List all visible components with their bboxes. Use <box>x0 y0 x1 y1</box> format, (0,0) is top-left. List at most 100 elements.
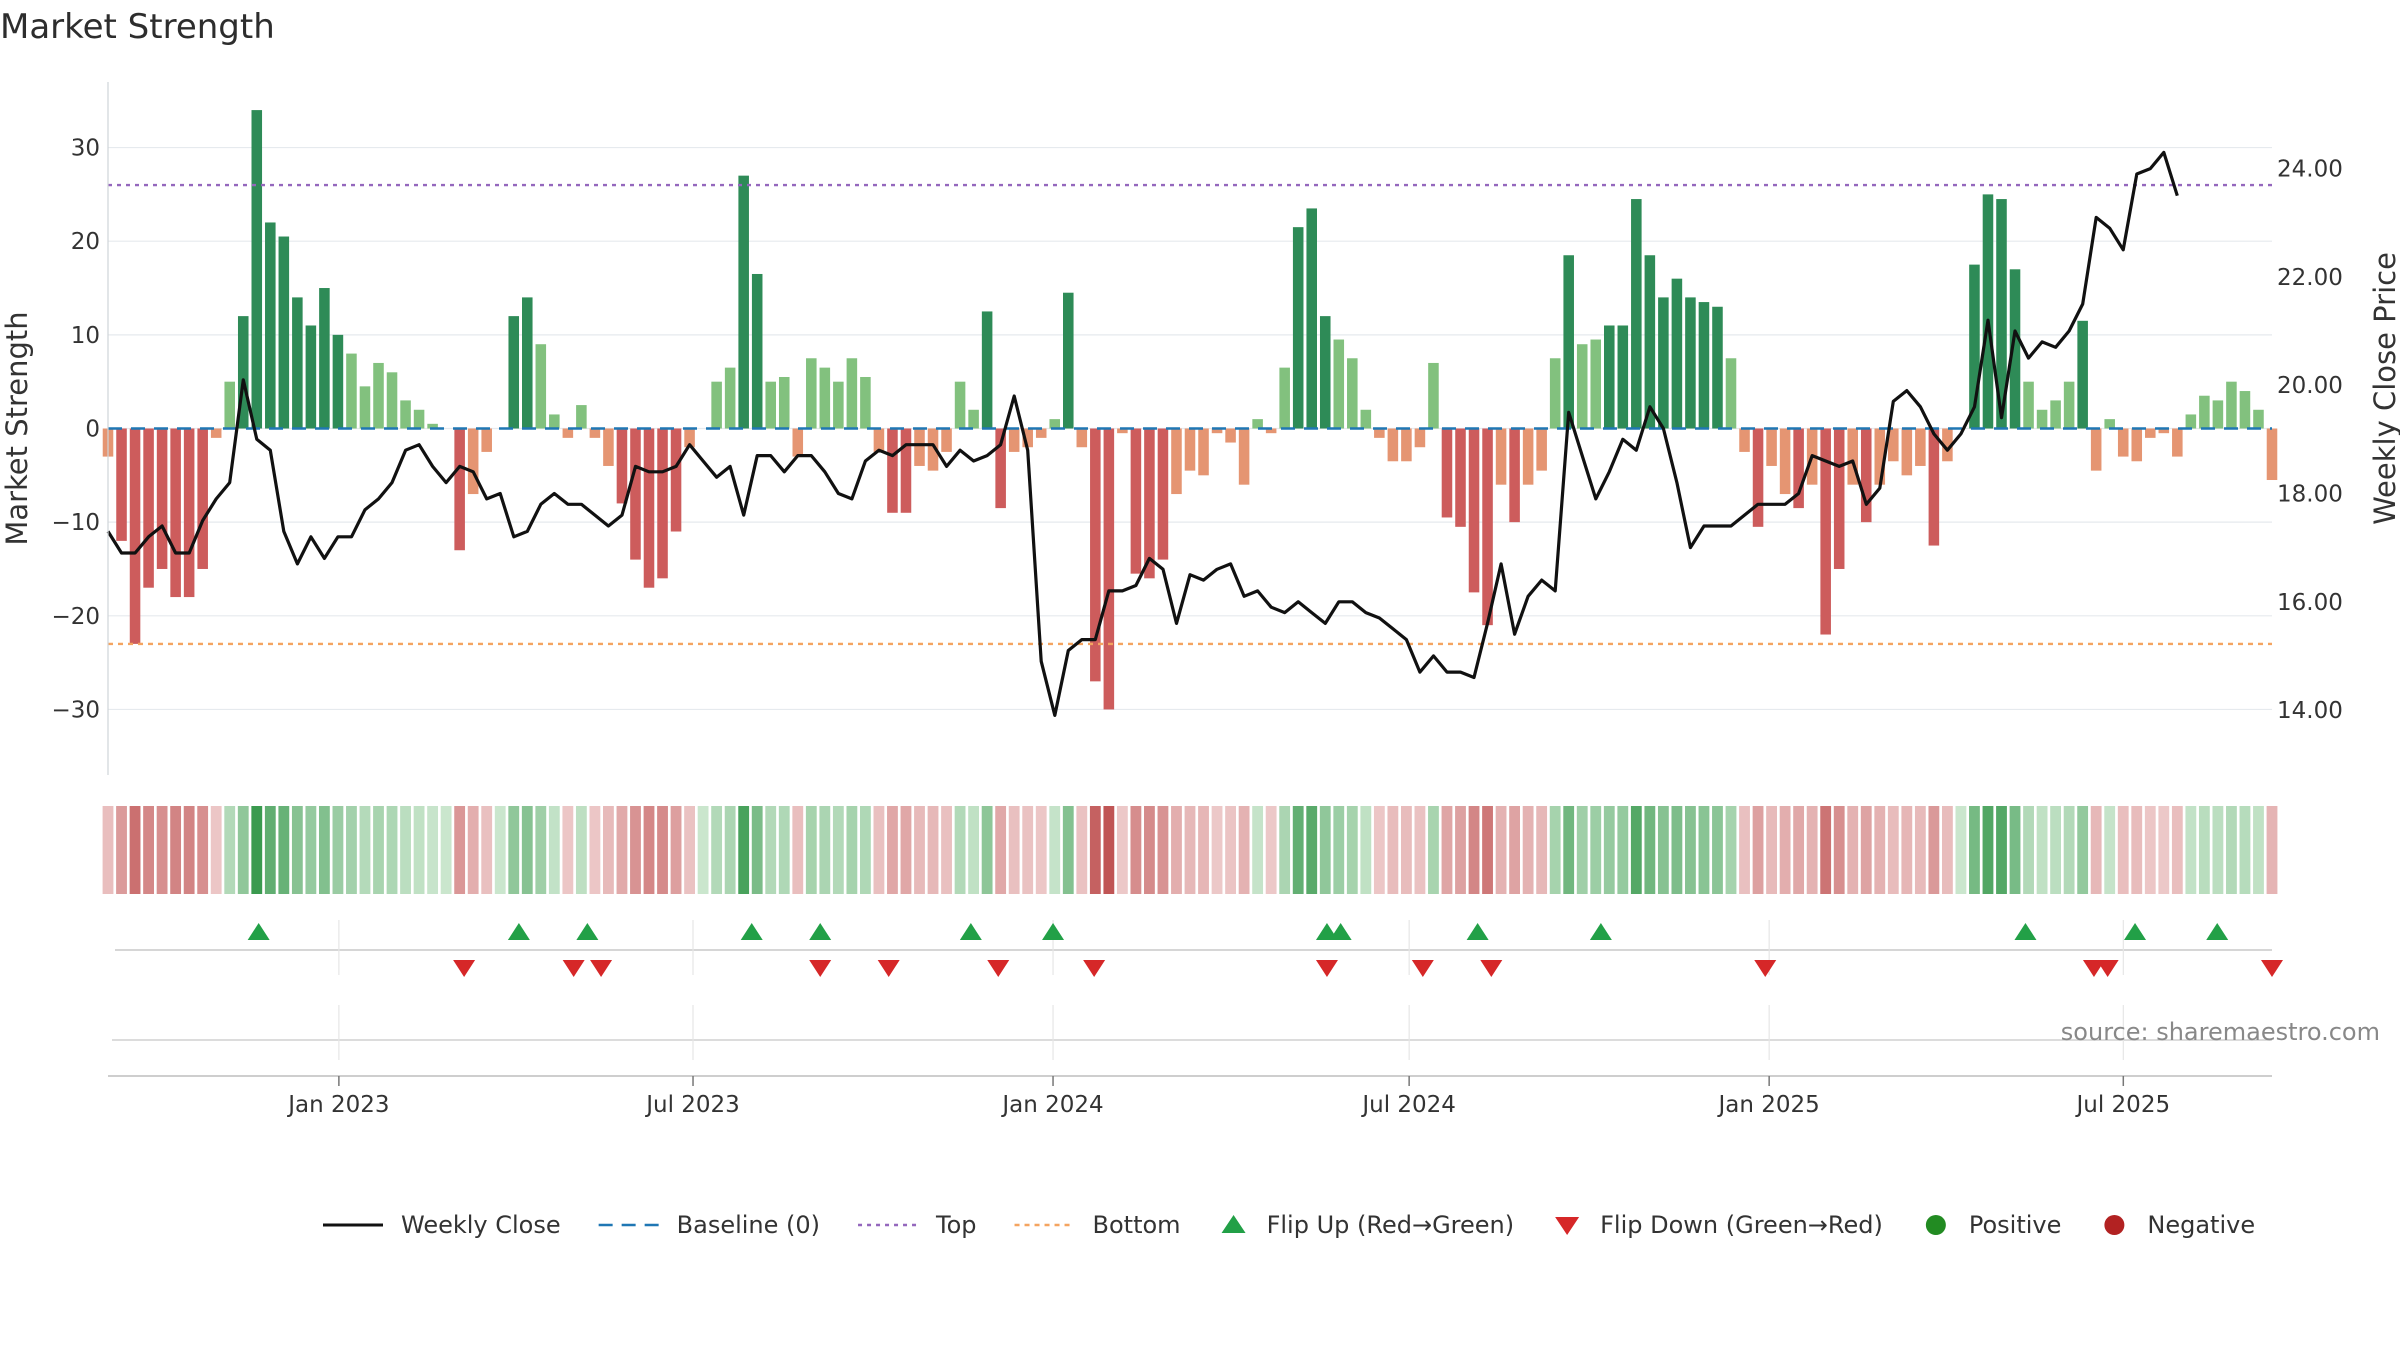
strength-bar <box>1712 306 1723 429</box>
heat-strip-cell <box>1265 806 1277 894</box>
heat-strip-cell <box>1455 806 1466 894</box>
strength-bar <box>1401 428 1412 462</box>
heat-strip-cell <box>2117 806 2129 894</box>
strength-bar <box>1076 428 1088 448</box>
heat-strip-cell <box>927 806 939 894</box>
heat-strip-cell <box>575 806 587 894</box>
heat-strip-cell <box>400 806 411 894</box>
strength-bar <box>1265 428 1277 434</box>
heat-strip-cell <box>995 806 1007 894</box>
strength-bar <box>819 367 831 429</box>
strength-bar <box>183 428 195 598</box>
strength-bar <box>603 428 614 466</box>
heat-strip-cell <box>684 806 695 894</box>
reference-lines <box>108 183 2272 646</box>
y2-tick-label: 22.00 <box>2277 265 2343 291</box>
heat-strip-cell <box>170 806 182 894</box>
strength-bar <box>1671 278 1683 429</box>
strength-bar <box>1319 316 1331 429</box>
strength-bar <box>2077 320 2088 429</box>
strength-bar <box>1238 428 1250 485</box>
strength-bar <box>1725 358 1737 429</box>
legend-label: Flip Down (Green→Red) <box>1600 1211 1883 1239</box>
heat-strip-cell <box>1617 806 1629 894</box>
heat-strip-cell <box>1766 806 1777 894</box>
heat-strip-cell <box>1847 806 1859 894</box>
heat-strip-cell <box>846 806 858 894</box>
strength-bar <box>373 362 384 429</box>
heat-strip-cell <box>1671 806 1683 894</box>
strength-bar <box>778 376 790 429</box>
heat-strip-cell <box>1982 806 1994 894</box>
heat-strip-cell <box>1509 806 1521 894</box>
flip-up-marker <box>740 923 763 940</box>
y-tick-label: −20 <box>51 604 100 630</box>
heat-strip-cell <box>2144 806 2156 894</box>
heat-strip-cell <box>697 806 709 894</box>
heat-strip-cell <box>359 806 371 894</box>
strength-bar <box>1860 428 1872 523</box>
strength-bar <box>1604 325 1615 429</box>
heat-strip-cell <box>210 806 222 894</box>
heat-strip-cell <box>1387 806 1399 894</box>
heat-strip-cell <box>819 806 831 894</box>
strength-bar <box>1739 428 1750 452</box>
heat-strip-cell <box>738 806 750 894</box>
strength-bar <box>724 367 736 429</box>
heat-strip-cell <box>548 806 560 894</box>
flip-down-marker <box>1480 960 1503 977</box>
heat-strip-cell <box>1482 806 1493 894</box>
strength-bar <box>873 428 885 452</box>
heat-strip-cell <box>2050 806 2062 894</box>
heat-strip-cell <box>1211 806 1223 894</box>
heat-strip-cell <box>2171 806 2183 894</box>
heat-strip-cell <box>1820 806 1832 894</box>
heat-strip-cell <box>2009 806 2021 894</box>
heat-strip-cell <box>1576 806 1588 894</box>
strength-bar <box>765 381 776 429</box>
strength-bar <box>2212 400 2224 429</box>
strength-bar <box>359 386 371 429</box>
heat-strip-cell <box>603 806 614 894</box>
strength-bar <box>278 236 290 429</box>
strength-bar <box>1103 428 1115 710</box>
strength-bar <box>1766 428 1777 466</box>
strength-bar <box>467 428 479 495</box>
heat-strip-cell <box>914 806 925 894</box>
heat-strip-cell <box>657 806 668 894</box>
strength-bar <box>2063 381 2075 429</box>
heat-strip-cell <box>535 806 547 894</box>
legend-swatch-flip-up <box>1221 1215 1246 1233</box>
legend-label: Positive <box>1969 1211 2062 1239</box>
heat-strip-cell <box>2077 806 2089 894</box>
strength-bar <box>616 428 628 504</box>
strength-bar <box>1144 428 1155 579</box>
heat-strip-cell <box>1400 806 1412 894</box>
source-credit: source: sharemaestro.com <box>2061 1018 2380 1046</box>
strength-bar <box>2131 428 2143 462</box>
strength-bar <box>1225 428 1236 443</box>
x-tick-label: Jan 2025 <box>1716 1092 1819 1118</box>
heat-strip-cell <box>670 806 682 894</box>
strength-bar <box>549 414 560 429</box>
flip-up-marker <box>1466 923 1489 940</box>
flip-down-marker <box>1754 960 1777 977</box>
strength-bar <box>427 423 438 429</box>
strength-bar <box>860 376 871 429</box>
heat-strip-cell <box>1536 806 1548 894</box>
x-tick-label: Jul 2024 <box>1360 1092 1456 1118</box>
flip-up-marker <box>959 923 982 940</box>
flip-up-marker <box>2206 923 2229 940</box>
strength-bar <box>981 311 993 429</box>
flip-up-marker <box>2014 923 2037 940</box>
strength-bar <box>833 381 844 429</box>
strength-bar <box>386 372 398 429</box>
strength-bar <box>1833 428 1845 569</box>
heat-strip-cell <box>102 806 114 894</box>
strength-bars <box>102 110 2278 710</box>
heat-strip-cell <box>2036 806 2048 894</box>
heat-strip-cell <box>143 806 154 894</box>
strength-bar <box>2199 395 2210 429</box>
heat-strip-cell <box>1955 806 1967 894</box>
